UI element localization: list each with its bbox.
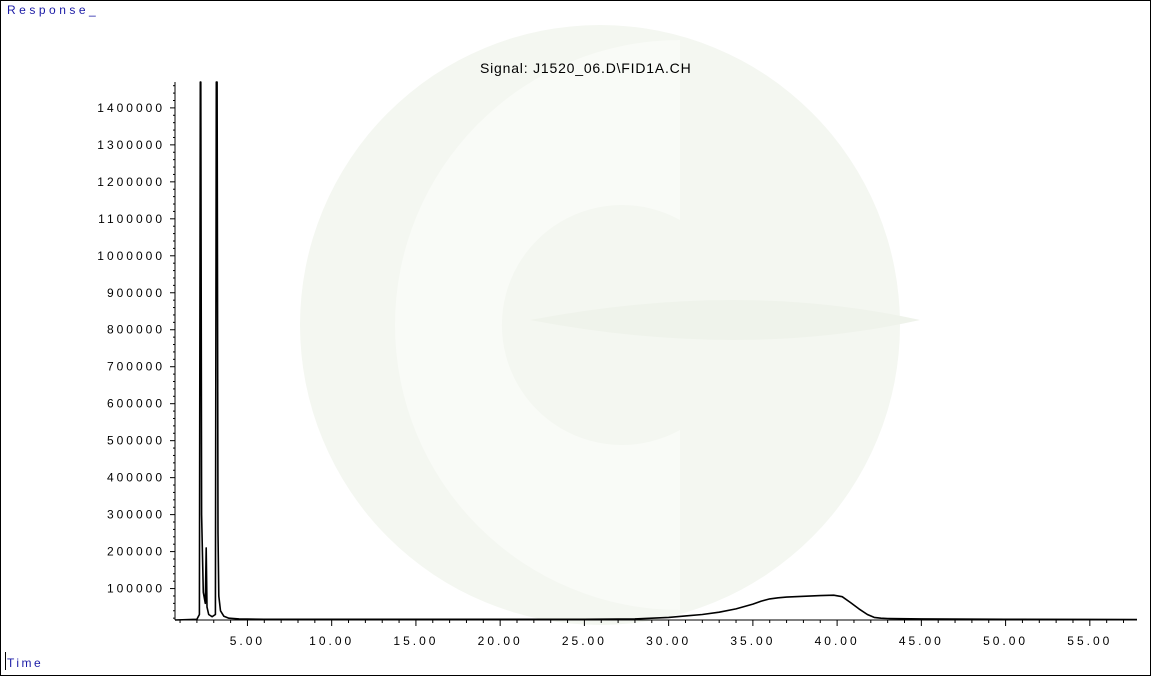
x-tick-label: 15.00 — [393, 634, 438, 648]
x-tick-label: 55.00 — [1067, 634, 1112, 648]
series-layer — [174, 81, 1138, 621]
y-tick-label: 900000 — [107, 286, 165, 300]
y-tick-label: 200000 — [107, 545, 165, 559]
y-tick-label: 300000 — [107, 508, 165, 522]
chart-title: Signal: J1520_06.D\FID1A.CH — [480, 60, 691, 76]
y-tick-label: 1400000 — [97, 101, 165, 115]
x-tick-label: 40.00 — [815, 634, 860, 648]
y-tick-label: 1300000 — [97, 138, 165, 152]
x-tick-label: 30.00 — [646, 634, 691, 648]
x-tick-label: 35.00 — [730, 634, 775, 648]
y-tick-label: 1200000 — [97, 175, 165, 189]
response-axis-label: Response_ — [7, 3, 100, 17]
y-axis-ticks: 100000 200000 300000 400000 500000 600000 7000… — [97, 101, 175, 596]
x-tick-label: 50.00 — [983, 634, 1028, 648]
chromatogram-trace-0 — [174, 81, 1138, 621]
y-tick-label: 1000000 — [97, 249, 165, 263]
y-tick-label: 400000 — [107, 471, 165, 485]
x-tick-label: 45.00 — [899, 634, 944, 648]
x-tick-label: 20.00 — [478, 634, 523, 648]
x-axis-ticks: 5.00 10.00 15.00 20.00 25.00 30.00 35.00 40.00 4… — [230, 620, 1112, 648]
time-axis-label: Time — [4, 652, 44, 670]
y-tick-label: 700000 — [107, 360, 165, 374]
y-tick-label: 800000 — [107, 323, 165, 337]
y-tick-label: 100000 — [107, 582, 165, 596]
x-tick-label: 25.00 — [562, 634, 607, 648]
x-tick-label: 5.00 — [230, 634, 265, 648]
x-tick-label: 10.00 — [309, 634, 354, 648]
watermark-logo — [300, 25, 920, 625]
y-tick-label: 600000 — [107, 397, 165, 411]
y-tick-label: 500000 — [107, 434, 165, 448]
x-minor-ticks — [179, 620, 1125, 623]
y-minor-ticks — [173, 85, 175, 619]
y-tick-label: 1100000 — [98, 212, 165, 226]
